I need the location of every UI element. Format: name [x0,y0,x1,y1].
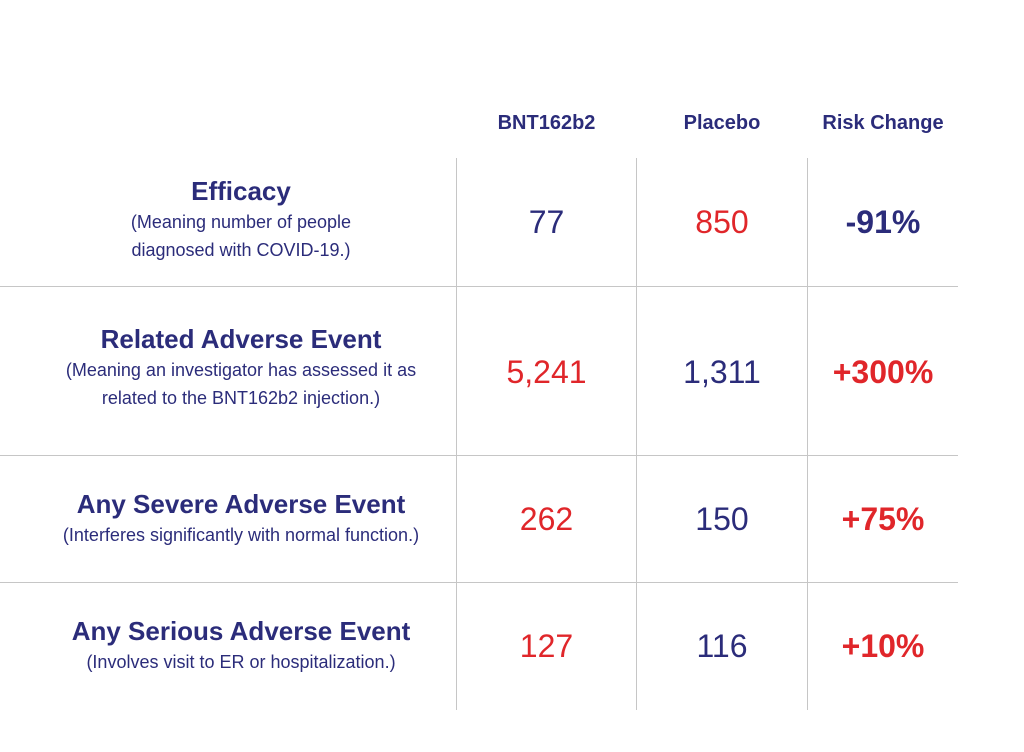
row-label-serious-adverse-event: Any Serious Adverse Event (Involves visi… [36,614,446,676]
cell-related-risk-change: +300% [832,354,934,390]
grid-horizontal-line-3 [0,582,958,583]
grid-horizontal-line-2 [0,455,958,456]
cell-efficacy-placebo: 850 [695,204,749,240]
cell-severe-risk-change: +75% [841,501,925,537]
row-label-efficacy: Efficacy (Meaning number of people diagn… [36,174,446,264]
row-subtitle-line: (Interferes significantly with normal fu… [62,525,420,545]
row-label-severe-adverse-event: Any Severe Adverse Event (Interferes sig… [36,487,446,549]
row-subtitle-line: (Involves visit to ER or hospitalization… [86,652,396,672]
cell-severe-bnt162b2: 262 [519,501,574,537]
cell-related-bnt162b2: 5,241 [506,354,587,390]
row-title: Any Severe Adverse Event [76,489,406,519]
cell-serious-bnt162b2: 127 [519,628,574,664]
row-subtitle-line: (Meaning an investigator has assessed it… [65,360,417,380]
cell-severe-placebo: 150 [695,501,749,537]
column-header-placebo: Placebo [683,112,761,134]
row-label-related-adverse-event: Related Adverse Event (Meaning an invest… [36,322,446,412]
grid-vertical-line-2 [636,158,637,710]
row-title: Efficacy [191,176,291,206]
grid-vertical-line-1 [456,158,457,710]
row-title: Related Adverse Event [100,324,382,354]
row-subtitle-line: (Meaning number of people [130,212,352,232]
cell-serious-placebo: 116 [696,628,748,664]
row-subtitle-line: diagnosed with COVID-19.) [131,240,351,260]
cell-efficacy-bnt162b2: 77 [528,204,565,240]
grid-horizontal-line-1 [0,286,958,287]
column-header-risk-change: Risk Change [822,112,944,134]
cell-related-placebo: 1,311 [683,354,761,390]
column-header-bnt162b2: BNT162b2 [497,112,596,134]
row-title: Any Serious Adverse Event [71,616,411,646]
cell-efficacy-risk-change: -91% [845,204,921,240]
row-subtitle-line: related to the BNT162b2 injection.) [101,388,381,408]
cell-serious-risk-change: +10% [841,628,925,664]
grid-vertical-line-3 [807,158,808,710]
